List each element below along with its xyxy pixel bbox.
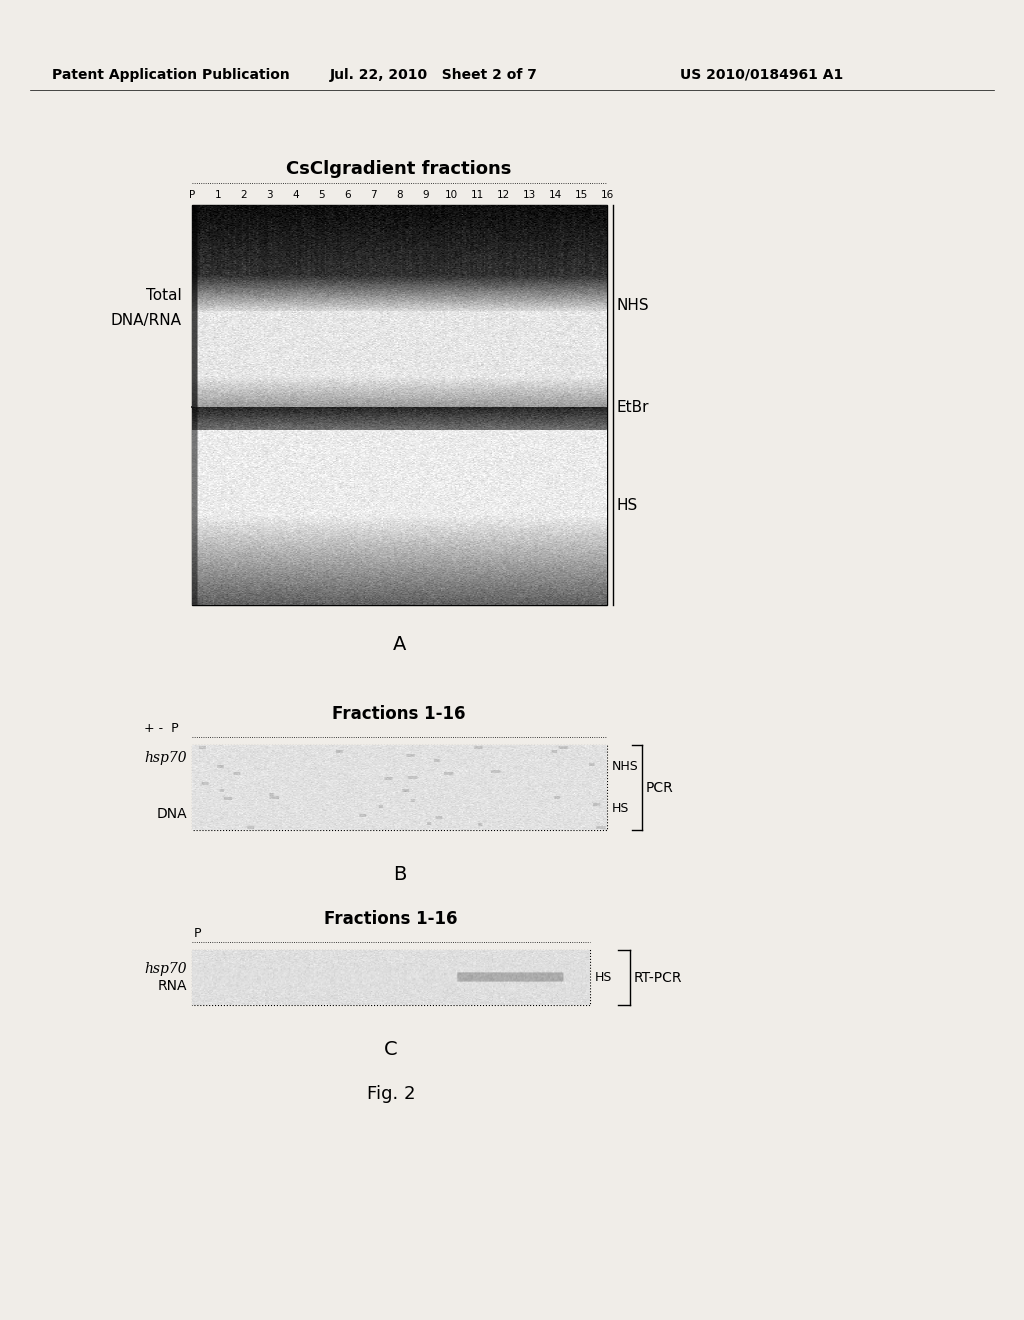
Text: 11: 11 bbox=[471, 190, 484, 201]
Text: EtBr: EtBr bbox=[617, 400, 649, 414]
Text: HS: HS bbox=[612, 803, 630, 814]
Text: DNA: DNA bbox=[157, 807, 187, 821]
Text: hsp70: hsp70 bbox=[144, 962, 187, 977]
Text: 7: 7 bbox=[371, 190, 377, 201]
Text: NHS: NHS bbox=[612, 759, 639, 772]
Text: Total: Total bbox=[146, 289, 182, 304]
Text: 6: 6 bbox=[344, 190, 351, 201]
Text: Jul. 22, 2010   Sheet 2 of 7: Jul. 22, 2010 Sheet 2 of 7 bbox=[330, 69, 538, 82]
Text: 5: 5 bbox=[318, 190, 325, 201]
Bar bbox=[193, 744, 607, 830]
Text: PCR: PCR bbox=[646, 780, 674, 795]
Text: A: A bbox=[393, 635, 407, 653]
Text: Patent Application Publication: Patent Application Publication bbox=[52, 69, 290, 82]
Text: P: P bbox=[188, 190, 196, 201]
Text: RT-PCR: RT-PCR bbox=[634, 970, 683, 985]
Text: C: C bbox=[384, 1040, 397, 1059]
Text: HS: HS bbox=[617, 499, 638, 513]
Text: DNA/RNA: DNA/RNA bbox=[111, 313, 182, 327]
Text: 15: 15 bbox=[574, 190, 588, 201]
Text: 10: 10 bbox=[444, 190, 458, 201]
Text: 2: 2 bbox=[241, 190, 247, 201]
Text: P: P bbox=[194, 927, 202, 940]
Text: 13: 13 bbox=[522, 190, 536, 201]
Text: Fractions 1-16: Fractions 1-16 bbox=[325, 909, 458, 928]
Text: 4: 4 bbox=[293, 190, 299, 201]
Text: NHS: NHS bbox=[617, 298, 649, 314]
Text: 8: 8 bbox=[396, 190, 402, 201]
Text: CsClgradient fractions: CsClgradient fractions bbox=[287, 160, 512, 178]
Text: US 2010/0184961 A1: US 2010/0184961 A1 bbox=[680, 69, 843, 82]
Bar bbox=[193, 950, 590, 1005]
Text: Fractions 1-16: Fractions 1-16 bbox=[332, 705, 466, 723]
Text: RNA: RNA bbox=[158, 978, 187, 993]
Text: HS: HS bbox=[595, 972, 612, 983]
Text: 1: 1 bbox=[215, 190, 221, 201]
Text: Fig. 2: Fig. 2 bbox=[367, 1085, 416, 1104]
Text: 3: 3 bbox=[266, 190, 273, 201]
Text: 14: 14 bbox=[549, 190, 562, 201]
Text: B: B bbox=[393, 865, 407, 884]
Text: + -  P: + - P bbox=[144, 722, 178, 735]
Text: 12: 12 bbox=[497, 190, 510, 201]
Bar bbox=[193, 205, 607, 605]
Text: 9: 9 bbox=[422, 190, 429, 201]
Text: 16: 16 bbox=[600, 190, 613, 201]
Text: hsp70: hsp70 bbox=[144, 751, 187, 766]
